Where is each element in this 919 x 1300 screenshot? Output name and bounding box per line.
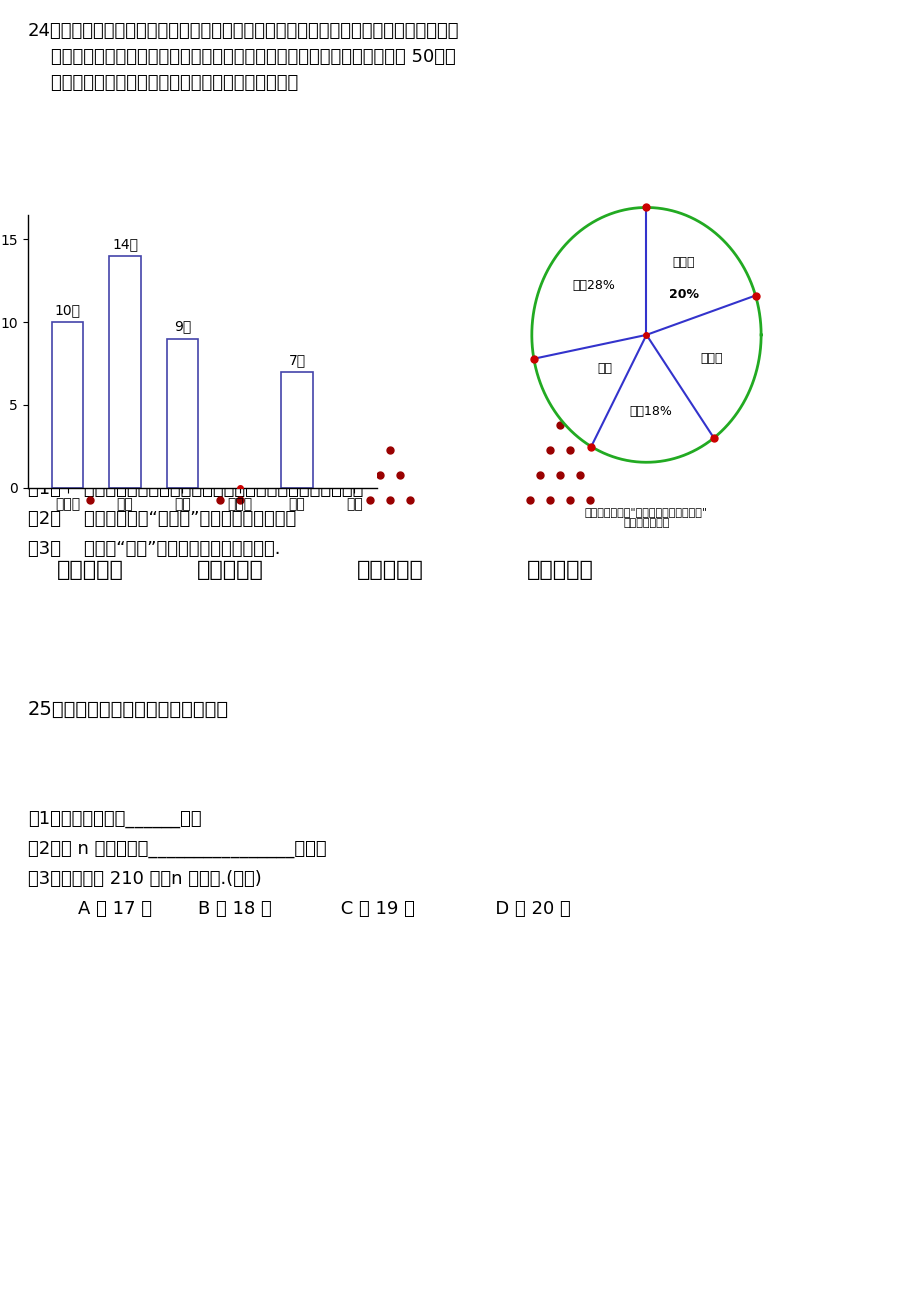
Text: 第一个图形: 第一个图形 bbox=[56, 560, 123, 580]
Text: 24、某校欲举办「校园基尼斯挑战赛」，为此该校在七年级中随机抗取一个班级进行了一: 24、某校欲举办「校园基尼斯挑战赛」，为此该校在七年级中随机抗取一个班级进行了一 bbox=[28, 22, 459, 40]
Text: 据收集到的数据，绘制成如下统计图表（不完整），: 据收集到的数据，绘制成如下统计图表（不完整）， bbox=[28, 74, 298, 92]
Text: 20%: 20% bbox=[668, 287, 698, 300]
Bar bbox=[109, 256, 141, 488]
Text: 七年级抄查班级"学生最喜欢的挑战项目"
人数扇形统计图: 七年级抄查班级"学生最喜欢的挑战项目" 人数扇形统计图 bbox=[584, 507, 708, 529]
Text: （3）    计算出“其他”项目所对应的圆心角度数.: （3） 计算出“其他”项目所对应的圆心角度数. bbox=[28, 540, 280, 558]
Text: 其他: 其他 bbox=[596, 363, 611, 376]
Bar bbox=[51, 322, 84, 488]
Text: （1）第五个图形有______个点: （1）第五个图形有______个点 bbox=[28, 810, 201, 828]
Text: 第三个图形: 第三个图形 bbox=[357, 560, 423, 580]
Text: （2）第 n 个图形，有________________个点；: （2）第 n 个图形，有________________个点； bbox=[28, 840, 326, 858]
Text: 跳绳28%: 跳绳28% bbox=[572, 280, 615, 292]
Text: 乒乓球: 乒乓球 bbox=[700, 352, 722, 365]
Text: （1）    问该班级中有多少同学喜欢乒乓球，并补充完整条形统计图: （1） 问该班级中有多少同学喜欢乒乓球，并补充完整条形统计图 bbox=[28, 480, 363, 498]
Text: （2）    计算喜欢挑战“乒乓球”部分占总数的百分比: （2） 计算喜欢挑战“乒乓球”部分占总数的百分比 bbox=[28, 510, 296, 528]
Text: 10人: 10人 bbox=[54, 303, 81, 317]
Text: 25、探索规律，观察下图，回答问题: 25、探索规律，观察下图，回答问题 bbox=[28, 699, 229, 719]
Text: A 第 17 个        B 第 18 个            C 第 19 个              D 第 20 个: A 第 17 个 B 第 18 个 C 第 19 个 D 第 20 个 bbox=[55, 900, 570, 918]
Text: 第二个图形: 第二个图形 bbox=[197, 560, 263, 580]
Bar bbox=[281, 372, 312, 488]
Text: 篹球18%: 篹球18% bbox=[630, 404, 672, 417]
Text: （3）当点数为 210 时，n 为多少.(　　): （3）当点数为 210 时，n 为多少.( ) bbox=[28, 870, 262, 888]
Bar bbox=[166, 338, 198, 488]
Text: 次「你最喜欢的挑战项目」的问卷调查，已知被调查的班级的学生人数均为 50，根: 次「你最喜欢的挑战项目」的问卷调查，已知被调查的班级的学生人数均为 50，根 bbox=[28, 48, 455, 66]
Text: 7人: 7人 bbox=[288, 352, 305, 367]
Text: 羽毛球: 羽毛球 bbox=[672, 256, 694, 269]
Text: 第四个图形: 第四个图形 bbox=[526, 560, 593, 580]
Text: 9人: 9人 bbox=[174, 320, 191, 334]
Text: 14人: 14人 bbox=[112, 237, 138, 251]
